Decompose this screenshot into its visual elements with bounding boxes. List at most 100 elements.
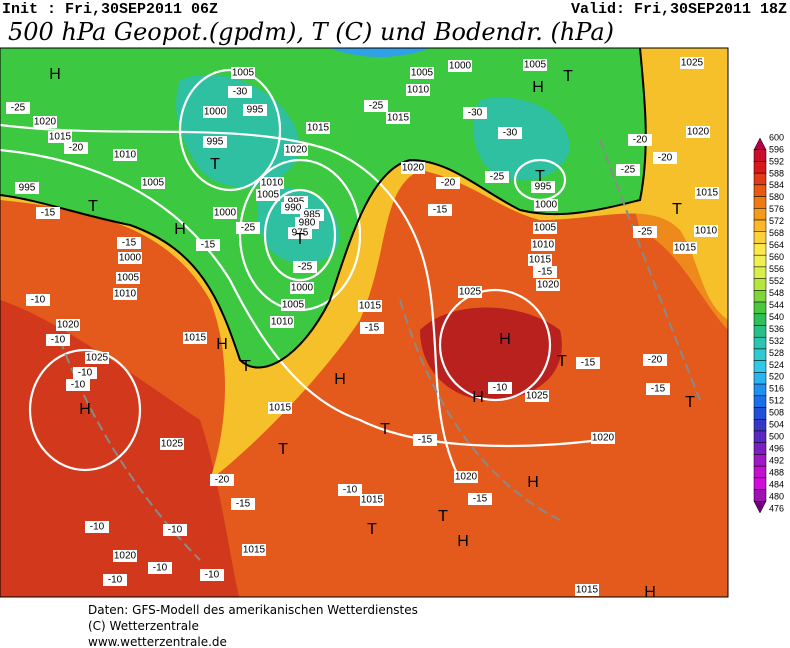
label-bg: [695, 187, 719, 199]
pressure-center: T: [557, 353, 567, 370]
label-bg: [210, 474, 234, 486]
label-bg: [591, 432, 615, 444]
colorbar-label: 496: [769, 444, 784, 454]
contour-label: 980: [299, 218, 316, 229]
footer-line: (C) Wetterzentrale: [88, 619, 199, 633]
contour-label: 1005: [117, 273, 140, 284]
contour-label: 1005: [142, 178, 165, 189]
label-bg: [358, 300, 382, 312]
colorbar: 600 596 592 588 584 580 576 572 568 564 560 556 552 5…: [753, 132, 784, 514]
label-bg: [15, 182, 39, 194]
contour-label: -10: [31, 295, 46, 306]
colorbar-cell: [753, 442, 767, 455]
label-bg: [463, 107, 487, 119]
colorbar-label: 536: [769, 324, 784, 334]
contour-label: 1010: [695, 226, 718, 237]
label-bg: [436, 177, 460, 189]
colorbar-label: 488: [769, 467, 784, 477]
contour-label: -15: [473, 494, 488, 505]
contour-label: 1000: [204, 107, 227, 118]
label-bg: [196, 239, 220, 251]
contour-label: -10: [153, 563, 168, 574]
label-bg: [523, 59, 547, 71]
colorbar-cell: [753, 372, 767, 385]
pressure-center: H: [532, 79, 544, 96]
label-bg: [633, 226, 657, 238]
label-bg: [117, 237, 141, 249]
contour-label: -30: [503, 128, 518, 139]
contour-label: 1020: [285, 145, 308, 156]
label-bg: [401, 162, 425, 174]
contour-label: 1015: [307, 123, 330, 134]
label-bg: [66, 379, 90, 391]
contour-label: -25: [490, 172, 505, 183]
contour-label: -10: [343, 485, 358, 496]
label-bg: [148, 562, 172, 574]
colorbar-label: 556: [769, 264, 784, 274]
colorbar-label: 508: [769, 408, 784, 418]
contour-label: 1010: [532, 240, 555, 251]
contour-label: 1020: [57, 320, 80, 331]
label-bg: [293, 261, 317, 273]
footer-line: www.wetterzentrale.de: [88, 635, 227, 648]
contour-label: -10: [78, 368, 93, 379]
contour-label: 1010: [114, 150, 137, 161]
contour-label: 1025: [161, 439, 184, 450]
colorbar-cell: [753, 395, 767, 408]
label-bg: [281, 202, 305, 214]
colorbar-label: 588: [769, 168, 784, 178]
pressure-center: H: [472, 389, 484, 406]
label-bg: [33, 116, 57, 128]
label-bg: [203, 106, 227, 118]
contour-label: 1015: [529, 255, 552, 266]
label-bg: [498, 127, 522, 139]
label-bg: [200, 569, 224, 581]
label-bg: [56, 319, 80, 331]
colorbar-cell: [753, 219, 767, 232]
contour-label: -15: [418, 435, 433, 446]
colorbar-cell: [753, 290, 767, 303]
label-bg: [653, 152, 677, 164]
colorbar-cell: [753, 454, 767, 467]
label-bg: [406, 84, 430, 96]
contour-label: -15: [41, 208, 56, 219]
label-bg: [680, 57, 704, 69]
contour-label: -20: [215, 475, 230, 486]
colorbar-label: 524: [769, 360, 784, 370]
label-bg: [686, 126, 710, 138]
contour-label: 1005: [524, 60, 547, 71]
label-bg: [281, 299, 305, 311]
colorbar-label: 516: [769, 384, 784, 394]
pressure-center: H: [499, 331, 511, 348]
contour-label: 1000: [449, 61, 472, 72]
label-bg: [118, 252, 142, 264]
contour-label: 995: [247, 105, 264, 116]
label-bg: [364, 100, 388, 112]
contour-label: -15: [201, 240, 216, 251]
label-bg: [46, 334, 70, 346]
label-bg: [533, 266, 557, 278]
colorbar-cell: [753, 149, 767, 162]
contour-label: -20: [441, 178, 456, 189]
contour-label: 1025: [526, 391, 549, 402]
init-text: Init : Fri,30SEP2011 06Z: [2, 1, 218, 18]
label-bg: [85, 521, 109, 533]
pressure-center: H: [216, 336, 228, 353]
colorbar-cell: [753, 336, 767, 350]
contour-label: 975: [292, 228, 309, 239]
contour-label: 1015: [49, 132, 72, 143]
label-bg: [36, 207, 60, 219]
label-bg: [531, 181, 555, 193]
label-bg: [673, 242, 697, 254]
colorbar-cell: [753, 184, 767, 197]
label-bg: [575, 584, 599, 596]
label-bg: [141, 177, 165, 189]
pressure-center: T: [88, 198, 98, 215]
colorbar-cell: [753, 278, 767, 291]
label-bg: [643, 354, 667, 366]
label-bg: [183, 332, 207, 344]
pressure-center: T: [438, 508, 448, 525]
colorbar-label: 504: [769, 420, 784, 430]
contour-label: 1025: [459, 287, 482, 298]
contour-label: -25: [621, 165, 636, 176]
